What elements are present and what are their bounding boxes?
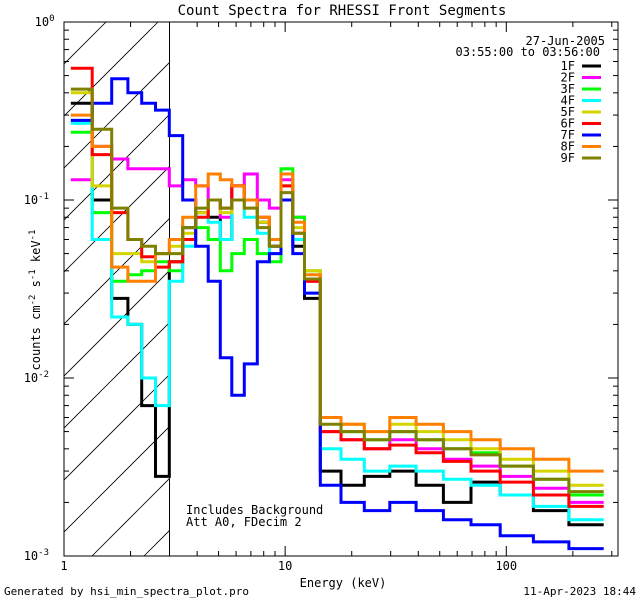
hatch-line [64,22,107,65]
axes-layer: 1 10 100 100 10-1 10-2 10-3 [24,14,618,573]
hatch-lines [0,0,170,556]
y-axis-label: counts cm-2 s-1 keV-1 [28,230,43,371]
y-tick-label: 10-2 [24,370,49,385]
annotation-attenuator: Att A0, FDecim 2 [186,515,302,529]
legend-label: 3F [561,82,575,96]
legend-label: 7F [561,128,575,142]
series-line-9f [70,87,604,494]
y-tick-label: 10-1 [24,192,49,207]
footer-timestamp: 11-Apr-2023 18:44 [523,585,636,598]
hatch-line [64,61,170,169]
annotation-date: 27-Jun-2005 [526,34,605,48]
x-tick-label: 10 [278,559,292,573]
annotation-time-range: 03:55:00 to 03:56:00 [456,45,601,59]
hatch-line [64,165,170,273]
x-tick-label: 1 [60,559,67,573]
hatch-line [64,425,170,533]
legend-label: 5F [561,105,575,119]
legend-label: 6F [561,117,575,131]
series-line-7f [70,77,604,551]
legend-label: 4F [561,94,575,108]
annotation-background: Includes Background [186,503,323,517]
y-tick-label: 100 [35,14,55,29]
legend-label: 2F [561,71,575,85]
hatch-line [64,321,170,429]
series-line-2f [70,144,604,504]
legend-label: 8F [561,140,575,154]
plot-frame [63,21,619,557]
legend-label: 9F [561,151,575,165]
series-layer [70,66,604,551]
x-tick-label: 100 [495,559,517,573]
chart-title: Count Spectra for RHESSI Front Segments [178,3,507,19]
hatch-line [0,0,16,556]
footer-generated: Generated by hsi_min_spectra_plot.pro [4,585,249,598]
hatch-line [64,113,170,221]
legend-label: 1F [561,59,575,73]
series-line-3f [70,130,604,497]
hatch-line [64,373,170,481]
series-line-6f [70,66,604,508]
x-axis-label: Energy (keV) [300,576,387,590]
hatch-line [64,217,170,325]
y-tick-label: 10-3 [24,548,49,563]
hatch-line [64,22,159,117]
hatch-line [0,0,120,556]
series-line-1f [70,101,604,527]
